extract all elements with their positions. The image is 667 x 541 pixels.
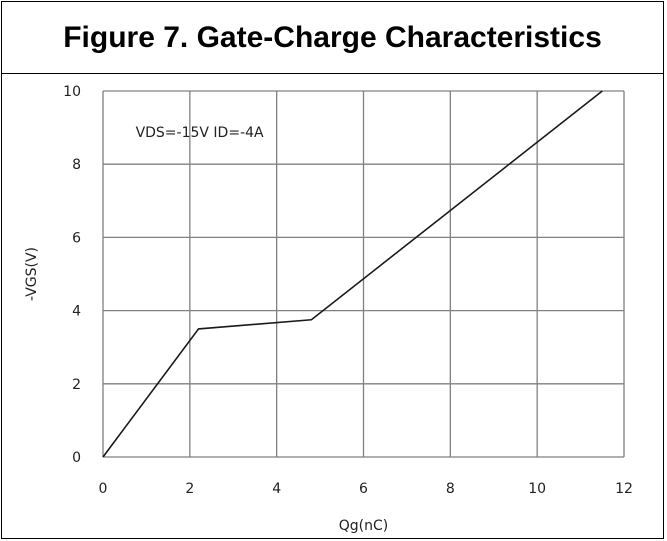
x-tick-label: 8 <box>446 481 455 497</box>
x-tick-label: 4 <box>272 481 281 497</box>
y-tick-label: 6 <box>72 230 81 246</box>
x-tick-label: 12 <box>615 481 633 497</box>
x-tick-label: 6 <box>359 481 368 497</box>
y-tick-label: 0 <box>72 450 81 466</box>
series-lines <box>102 90 603 458</box>
y-tick-label: 4 <box>72 304 81 320</box>
test-condition-annotation: VDS=-15V ID=-4A <box>136 125 264 141</box>
y-tick-label: 10 <box>63 84 81 100</box>
x-tick-label: 0 <box>99 481 108 497</box>
tick-labels: 0 2 4 6 8 10 12 0 2 4 6 8 10 <box>63 84 633 497</box>
y-tick-label: 8 <box>72 157 81 173</box>
y-axis-label: -VGS(V) <box>24 247 40 301</box>
chart-title: Figure 7. Gate-Charge Characteristics <box>2 2 663 74</box>
grid-lines <box>102 90 625 458</box>
x-axis-label: Qg(nC) <box>339 518 388 534</box>
gate-charge-curve <box>102 90 603 458</box>
x-tick-label: 10 <box>528 481 546 497</box>
x-tick-label: 2 <box>185 481 194 497</box>
y-tick-label: 2 <box>72 377 81 393</box>
